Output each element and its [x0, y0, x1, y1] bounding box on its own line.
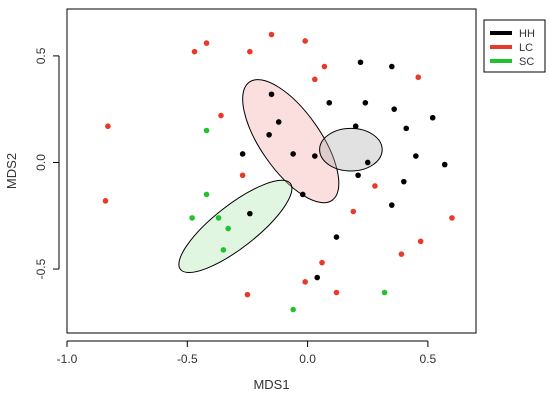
point-hh: [239, 151, 246, 157]
point-hh: [413, 153, 419, 159]
confidence-ellipses: [178, 79, 383, 274]
point-hh: [403, 125, 410, 132]
y-tick-label: 0.0: [34, 154, 48, 171]
point-lc: [319, 259, 325, 266]
point-lc: [321, 63, 328, 70]
point-sc: [225, 225, 231, 232]
point-lc: [372, 183, 378, 189]
point-lc: [449, 215, 455, 221]
x-tick-label: -1.0: [57, 352, 78, 366]
point-lc: [333, 289, 340, 296]
point-hh: [401, 178, 407, 185]
point-hh: [364, 159, 371, 166]
point-sc: [203, 191, 210, 198]
legend-label-sc: SC: [519, 56, 534, 68]
point-lc: [415, 74, 422, 81]
point-sc: [290, 306, 296, 313]
legend-label-hh: HH: [519, 28, 535, 40]
point-lc: [218, 112, 224, 119]
y-tick-label: -0.5: [34, 258, 48, 279]
point-lc: [247, 48, 253, 55]
x-axis-label: MDS1: [253, 377, 289, 392]
point-lc: [102, 198, 109, 204]
point-hh: [352, 123, 359, 130]
x-tick-label: 0.5: [420, 352, 437, 366]
point-hh: [441, 161, 448, 168]
ellipse-hh: [319, 127, 383, 172]
data-points: [102, 31, 455, 313]
point-hh: [333, 234, 340, 240]
y-axis: -0.5 0.0 0.5: [34, 47, 60, 279]
point-hh: [268, 91, 275, 98]
point-hh: [357, 59, 364, 66]
point-hh: [312, 153, 318, 159]
point-hh: [266, 131, 272, 138]
point-hh: [388, 202, 395, 208]
point-hh: [326, 99, 333, 106]
point-hh: [275, 119, 282, 125]
point-hh: [299, 191, 306, 198]
point-lc: [350, 208, 357, 215]
point-hh: [355, 172, 361, 179]
x-axis: -1.0 -0.5 0.0 0.5: [57, 340, 437, 366]
point-lc: [239, 172, 246, 179]
point-lc: [203, 40, 210, 46]
legend: HH LC SC: [483, 19, 546, 73]
point-lc: [244, 291, 251, 298]
point-sc: [189, 215, 195, 221]
point-sc: [203, 127, 210, 134]
legend-label-lc: LC: [519, 42, 533, 54]
x-tick-label: -0.5: [177, 352, 198, 366]
point-sc: [381, 289, 388, 296]
ellipse-lc: [242, 79, 340, 204]
point-lc: [191, 48, 198, 55]
point-lc: [302, 38, 308, 44]
point-sc: [215, 215, 222, 221]
x-tick-label: 0.0: [299, 352, 316, 366]
plot-frame: [66, 8, 477, 334]
point-lc: [398, 251, 405, 257]
point-hh: [247, 210, 253, 217]
point-hh: [388, 63, 395, 70]
point-hh: [290, 151, 296, 157]
point-sc: [220, 247, 227, 253]
point-hh: [391, 106, 398, 112]
ellipse-sc: [178, 179, 293, 274]
point-hh: [362, 99, 369, 106]
y-axis-label: MDS2: [4, 153, 19, 189]
y-tick-label: 0.5: [34, 47, 48, 64]
point-lc: [417, 238, 424, 245]
point-lc: [268, 31, 275, 38]
point-hh: [429, 114, 436, 121]
point-lc: [312, 76, 318, 83]
point-lc: [105, 123, 111, 130]
point-hh: [314, 274, 321, 281]
point-lc: [302, 279, 308, 285]
